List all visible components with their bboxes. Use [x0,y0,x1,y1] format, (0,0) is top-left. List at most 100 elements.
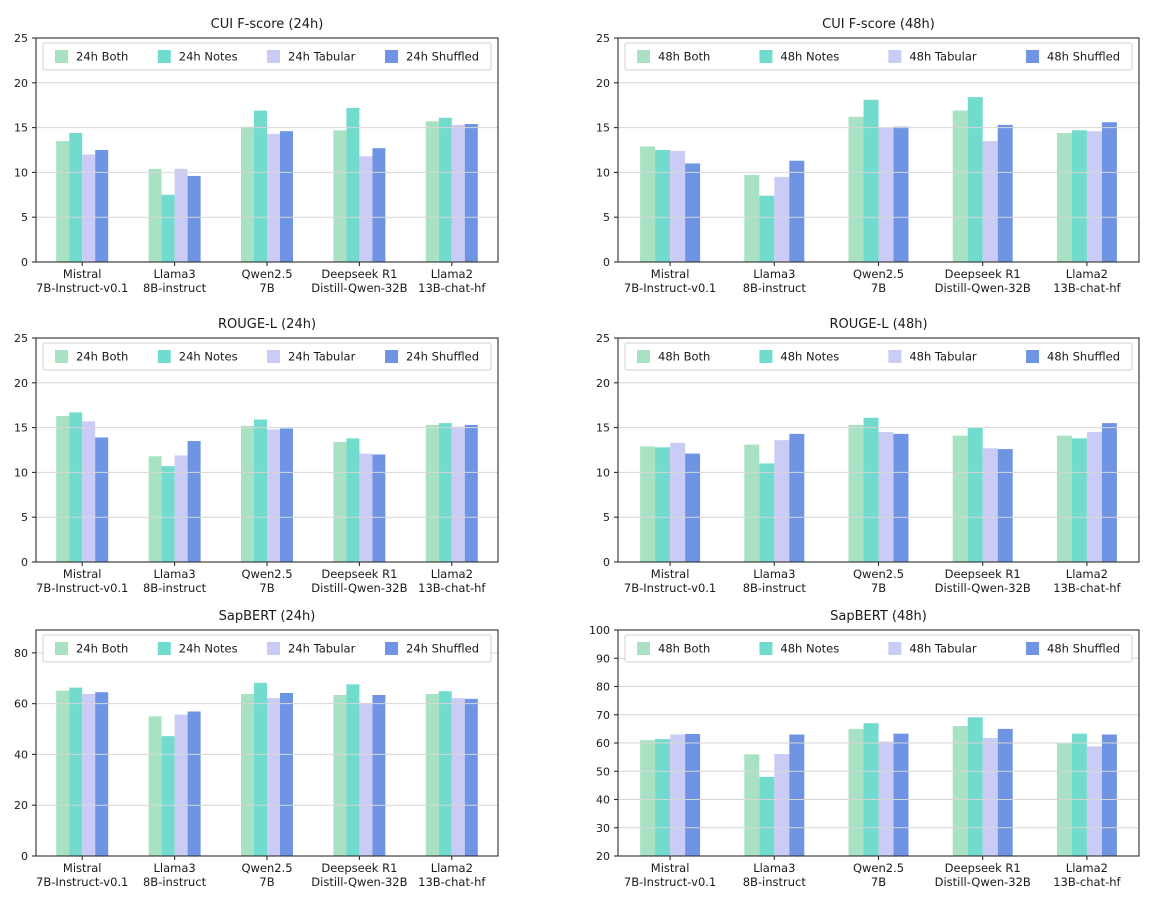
legend-entry: 48h Shuffled [1026,642,1120,656]
legend-swatch [1026,50,1040,63]
legend-label: 24h Shuffled [406,642,479,656]
bar-segment [789,734,805,856]
bar-segment [69,687,83,856]
chart-title: CUI F-score (48h) [822,17,935,32]
bar-chart-svg: CUI F-score (24h) 0 5 10 15 20 25 Mistral7B-Ins… [14,17,499,295]
x-category-sublabel: 13B-chat-hf [418,281,486,295]
legend: 48h Both 48h Notes 48h Tabular 48h Shuffled [624,634,1133,663]
bar-segment [56,415,70,562]
legend-entry: 48h Tabular [888,350,977,364]
legend-swatch [759,642,773,655]
y-tick-label: 50 [596,765,610,778]
legend-label: 48h Both [658,642,710,656]
y-tick-label: 10 [14,466,28,479]
bar-segment [744,444,760,562]
bar-segment [982,448,998,562]
bar-segment [1056,435,1072,562]
x-category-label: Llama2 [431,567,473,581]
bar-segment [997,124,1013,262]
legend-entry: 48h Notes [759,50,839,64]
bar-segment [267,133,280,262]
legend-swatch [637,350,650,363]
legend-entry: 24h Notes [157,50,238,64]
x-category-sublabel: 7B-Instruct-v0.1 [36,581,128,595]
chart-title: ROUGE-L (48h) [829,317,927,332]
bar-segment [82,421,96,562]
x-category-sublabel: 8B-instruct [143,875,207,889]
legend-label: 48h Tabular [909,50,977,64]
chart-cui-fscore-48h: CUI F-score (48h) 0 5 10 15 20 25 Mistral 7B-Ins… [580,0,1162,300]
bar-segment [878,741,894,856]
x-category-label: Llama3 [153,267,195,281]
legend-entry: 48h Both [637,350,710,364]
y-tick-label: 20 [596,377,610,390]
bar-segment [438,423,452,562]
bar-segment [346,684,360,856]
legend-swatch [267,50,281,63]
legend-entry: 48h Both [637,50,710,64]
bar-segment [640,146,656,262]
x-category-label: Deepseek R1 [321,861,397,875]
y-tick-label: 25 [596,32,610,45]
y-tick-label: 10 [14,166,28,179]
legend-swatch [888,50,902,63]
bar-segment [893,126,909,262]
bar-segment [464,424,478,562]
x-category-sublabel: 7B [871,875,886,889]
legend-label: 48h Notes [780,350,839,364]
x-category-sublabel: 7B [259,581,274,595]
legend-box [624,634,1133,663]
legend: 24h Both 24h Notes 24h Tabular 24h Shuffled [42,342,492,371]
y-tick-label: 5 [603,511,610,524]
legend-label: 48h Shuffled [1047,50,1120,64]
bar-segment [148,456,162,562]
legend-box [624,42,1133,71]
bar-segment [464,698,478,856]
bar-segment [280,428,293,562]
x-category-sublabel: Distill-Qwen-32B [935,581,1031,595]
y-tick-label: 5 [21,511,28,524]
legend-swatch [637,50,650,63]
bar-segment [359,156,373,262]
x-category-sublabel: 13B-chat-hf [1053,875,1121,889]
y-tick-label: 10 [596,466,610,479]
bar-segment [1056,132,1072,262]
x-category-sublabel: 13B-chat-hf [418,875,486,889]
bar-chart-svg: SapBERT (48h)2030405060708090100Mistral7… [589,609,1140,889]
legend-entry: 48h Notes [759,350,839,364]
legend-label: 48h Notes [780,50,839,64]
bar-segment [187,175,201,262]
y-tick-label: 20 [596,77,610,90]
legend: 24h Both 24h Notes 24h Tabular 24h Shuffled [42,42,492,71]
bar-segment [161,466,175,562]
x-category-sublabel: 7B [259,281,274,295]
legend-label: 48h Shuffled [1047,642,1120,656]
bar-chart-svg: SapBERT (24h) 0 20 40 60 80 Mistral7B-Instruct… [14,609,499,889]
bar-segment [82,154,96,262]
y-tick-label: 15 [596,422,610,435]
bar-segment [982,141,998,262]
legend-entry: 24h Both [55,50,128,64]
bar-segment [451,698,465,856]
bar-segment [759,195,775,262]
bar-segment [425,121,439,262]
legend-entry: 48h Tabular [888,50,977,64]
chart-title: CUI F-score (24h) [211,17,324,32]
x-category-label: Deepseek R1 [321,567,397,581]
y-tick-label: 0 [21,850,28,863]
bar-segment [655,447,671,562]
legend-swatch [267,642,281,655]
y-tick-label: 15 [14,422,28,435]
bar-segment [863,723,879,856]
x-category-sublabel: Distill-Qwen-32B [935,875,1031,889]
y-tick-label: 80 [14,647,28,660]
bar-segment [82,693,96,856]
legend-swatch [157,642,171,655]
chart-rouge-l-24h: ROUGE-L (24h) 0 5 10 15 20 25 Mistral 7B-Instruc… [0,300,580,600]
bar-segment [655,739,671,856]
x-category-sublabel: 13B-chat-hf [1053,281,1121,295]
x-category-sublabel: 7B-Instruct-v0.1 [36,875,128,889]
legend-swatch [55,50,68,63]
legend-label: 24h Tabular [288,642,356,656]
